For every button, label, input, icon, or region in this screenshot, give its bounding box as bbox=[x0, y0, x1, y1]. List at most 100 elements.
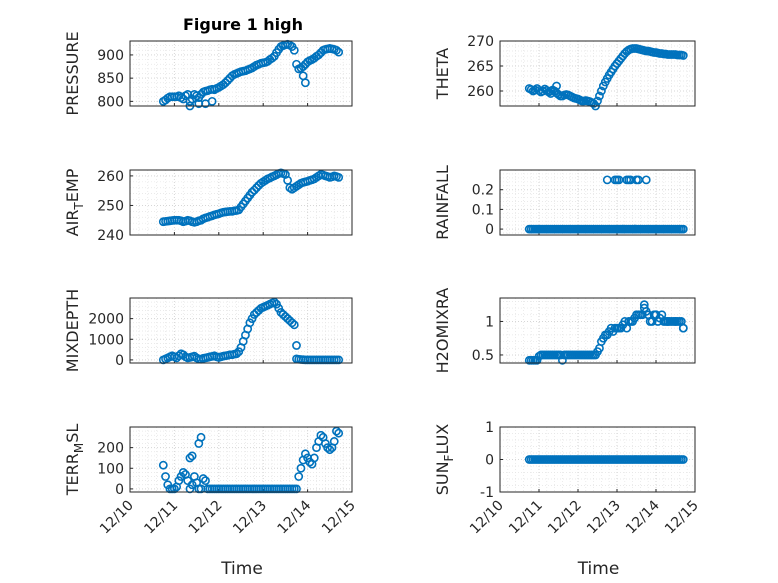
y-axis-label: THETA bbox=[433, 48, 452, 100]
x-tick-label: 12/11 bbox=[506, 498, 546, 538]
x-tick-label: 12/14 bbox=[275, 497, 315, 537]
y-tick-label: 1 bbox=[485, 314, 494, 330]
data-point bbox=[289, 45, 299, 55]
y-tick-label: 0.5 bbox=[472, 348, 494, 364]
data-point bbox=[595, 91, 604, 101]
data-point bbox=[296, 463, 306, 473]
x-tick-label: 12/12 bbox=[186, 498, 226, 538]
data-point bbox=[325, 445, 335, 455]
data-point bbox=[332, 426, 341, 436]
data-point bbox=[249, 185, 259, 195]
y-axis-label: AIRTEMP bbox=[63, 168, 86, 236]
data-point bbox=[597, 86, 606, 96]
axes-frame bbox=[499, 40, 696, 107]
data-point bbox=[316, 430, 326, 440]
axes-frame bbox=[499, 169, 696, 236]
data-point bbox=[641, 175, 651, 185]
y-tick-label: 1000 bbox=[88, 332, 124, 348]
subplot-mixdepth: 0 1000 2000 MIXDEPTH bbox=[63, 289, 353, 372]
subplot-theta: 260 265 270 THETA bbox=[433, 34, 696, 111]
data-point bbox=[289, 320, 299, 330]
data-point bbox=[332, 45, 341, 55]
data-point bbox=[334, 355, 344, 365]
data-point bbox=[247, 187, 257, 197]
data-point bbox=[323, 443, 332, 453]
y-tick-label: 265 bbox=[467, 59, 494, 75]
plot-area bbox=[130, 298, 352, 363]
data-point bbox=[169, 484, 179, 494]
x-tick-label: 12/14 bbox=[623, 497, 663, 537]
y-tick-label: 0.2 bbox=[472, 183, 494, 199]
y-tick-label: 100 bbox=[97, 461, 124, 477]
y-tick-label: 200 bbox=[97, 441, 124, 457]
y-axis-label: SUNFLUX bbox=[433, 424, 456, 496]
data-point bbox=[187, 480, 197, 490]
data-point bbox=[287, 318, 297, 328]
axes-frame bbox=[129, 297, 353, 364]
data-point bbox=[552, 81, 561, 91]
data-point bbox=[196, 432, 206, 442]
data-point bbox=[678, 51, 688, 60]
subplot-h2omixra: 0.5 1 H2OMIXRA bbox=[433, 288, 696, 374]
data-point bbox=[678, 455, 688, 464]
y-axis-label: PRESSURE bbox=[63, 31, 82, 115]
data-point bbox=[192, 91, 201, 101]
data-point bbox=[221, 78, 230, 88]
axes-frame bbox=[129, 169, 353, 236]
subplot-air-temp: 240 250 260 AIRTEMP bbox=[63, 168, 353, 244]
data-point bbox=[314, 50, 324, 60]
x-tick-label: 12/12 bbox=[545, 498, 585, 538]
data-point bbox=[267, 53, 277, 63]
y-axis-label: RAINFALL bbox=[433, 165, 452, 240]
data-point bbox=[198, 474, 208, 483]
y-axis-label: H2OMIXRA bbox=[433, 288, 452, 374]
data-point bbox=[187, 451, 197, 461]
data-point bbox=[593, 96, 602, 106]
y-tick-label: 800 bbox=[97, 94, 124, 110]
data-point bbox=[546, 86, 556, 96]
data-point bbox=[185, 453, 195, 463]
data-point bbox=[232, 349, 241, 359]
figure-title: Figure 1 high bbox=[183, 15, 303, 34]
data-point bbox=[185, 96, 195, 106]
data-point bbox=[300, 78, 310, 88]
data-point bbox=[618, 224, 628, 234]
y-axis-label: TERRMSL bbox=[63, 424, 86, 497]
data-point bbox=[630, 224, 639, 234]
data-point bbox=[292, 341, 301, 350]
data-point bbox=[294, 472, 304, 481]
y-tick-label: -1 bbox=[480, 485, 494, 501]
data-point bbox=[252, 183, 261, 193]
y-tick-label: 270 bbox=[467, 34, 494, 50]
x-tick-label: 12/15 bbox=[662, 498, 702, 538]
data-point bbox=[334, 172, 344, 182]
data-point bbox=[651, 310, 661, 320]
data-point bbox=[292, 484, 301, 494]
plot-area bbox=[500, 170, 695, 235]
data-point bbox=[161, 472, 170, 481]
y-tick-label: 0.1 bbox=[472, 202, 494, 218]
y-tick-label: 900 bbox=[97, 48, 124, 64]
subplot-pressure: 800 850 900 PRESSURE bbox=[63, 31, 353, 116]
data-point bbox=[334, 428, 344, 438]
y-tick-label: 0 bbox=[115, 353, 124, 369]
subplot-rainfall: 0 0.1 0.2 RAINFALL bbox=[433, 165, 696, 240]
y-tick-label: 250 bbox=[97, 198, 124, 214]
y-tick-label: 0 bbox=[485, 222, 494, 238]
x-axis-label: Time bbox=[577, 559, 620, 579]
subplot-grid: 800 850 900 PRESSURE 260 265 270 THETA 240 250 260… bbox=[63, 31, 702, 579]
x-tick-label: 12/13 bbox=[230, 498, 270, 538]
y-tick-label: 240 bbox=[97, 228, 124, 244]
axes-frame bbox=[499, 297, 696, 364]
x-tick-label: 12/13 bbox=[584, 498, 624, 538]
y-tick-label: 2000 bbox=[88, 312, 124, 328]
data-point bbox=[201, 476, 210, 486]
data-point bbox=[269, 297, 279, 307]
x-tick-label: 12/11 bbox=[141, 498, 181, 538]
y-tick-label: 260 bbox=[467, 84, 494, 100]
y-tick-label: 0 bbox=[485, 453, 494, 469]
y-tick-label: 850 bbox=[97, 71, 124, 87]
axes-frame bbox=[129, 40, 353, 107]
data-point bbox=[158, 460, 168, 470]
